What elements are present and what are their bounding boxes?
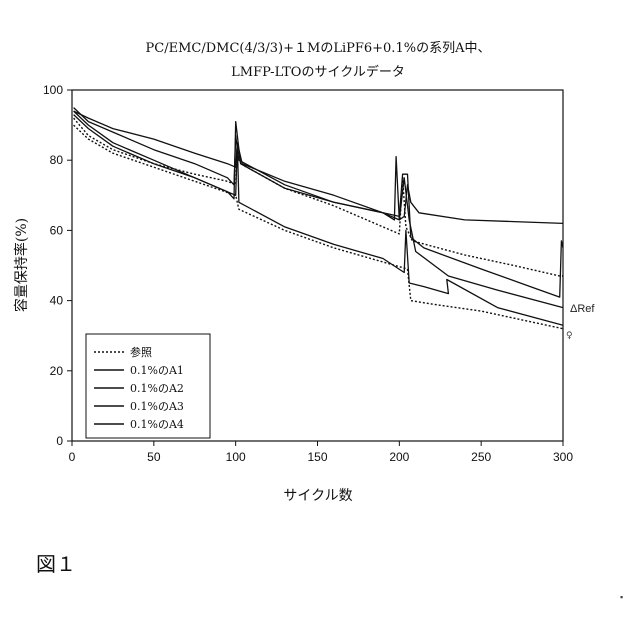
x-tick-label: 150 (307, 450, 327, 464)
y-tick-label: 80 (50, 153, 64, 167)
series-line-2 (74, 111, 563, 223)
legend-label: 0.1%のA4 (130, 418, 184, 431)
y-tick-label: 0 (56, 434, 63, 448)
y-tick-label: 100 (43, 83, 63, 97)
x-tick-label: 100 (226, 450, 246, 464)
legend-label: 0.1%のA1 (130, 364, 184, 377)
x-axis-label: サイクル数 (283, 488, 352, 504)
x-tick-label: 50 (147, 450, 161, 464)
y-tick-label: 20 (50, 364, 64, 378)
chart-title-line-1: PC/EMC/DMC(4/3/3)+１MのLiPF6+0.1%の系列A中、 (146, 41, 491, 56)
x-tick-label: 250 (471, 450, 491, 464)
legend: 参照 0.1%のA1 0.1%のA2 0.1%のA3 0.1%のA4 (86, 334, 210, 438)
annotation-delta-ref: ΔRef (570, 303, 595, 315)
figure-label: 図１ (36, 548, 76, 577)
chart-title-line-2: LMFP-LTOのサイクルデータ (231, 64, 405, 80)
y-tick-label: 60 (50, 223, 64, 237)
x-tick-label: 0 (69, 450, 76, 464)
x-tick-label: 300 (553, 450, 573, 464)
series-layer (74, 108, 563, 329)
legend-label: 0.1%のA2 (130, 382, 184, 395)
corner-mark: ▪ (620, 592, 623, 602)
series-line-3 (74, 108, 563, 298)
series-line-4 (74, 111, 563, 308)
x-tick-label: 200 (389, 450, 409, 464)
legend-label: 0.1%のA3 (130, 400, 184, 413)
y-axis-label: 容量保持率(%) (13, 218, 30, 312)
y-tick-label: 40 (50, 294, 64, 308)
legend-label: 参照 (130, 345, 152, 359)
small-marker-symbol: ♀ (566, 331, 573, 341)
series-line-6 (74, 125, 563, 329)
